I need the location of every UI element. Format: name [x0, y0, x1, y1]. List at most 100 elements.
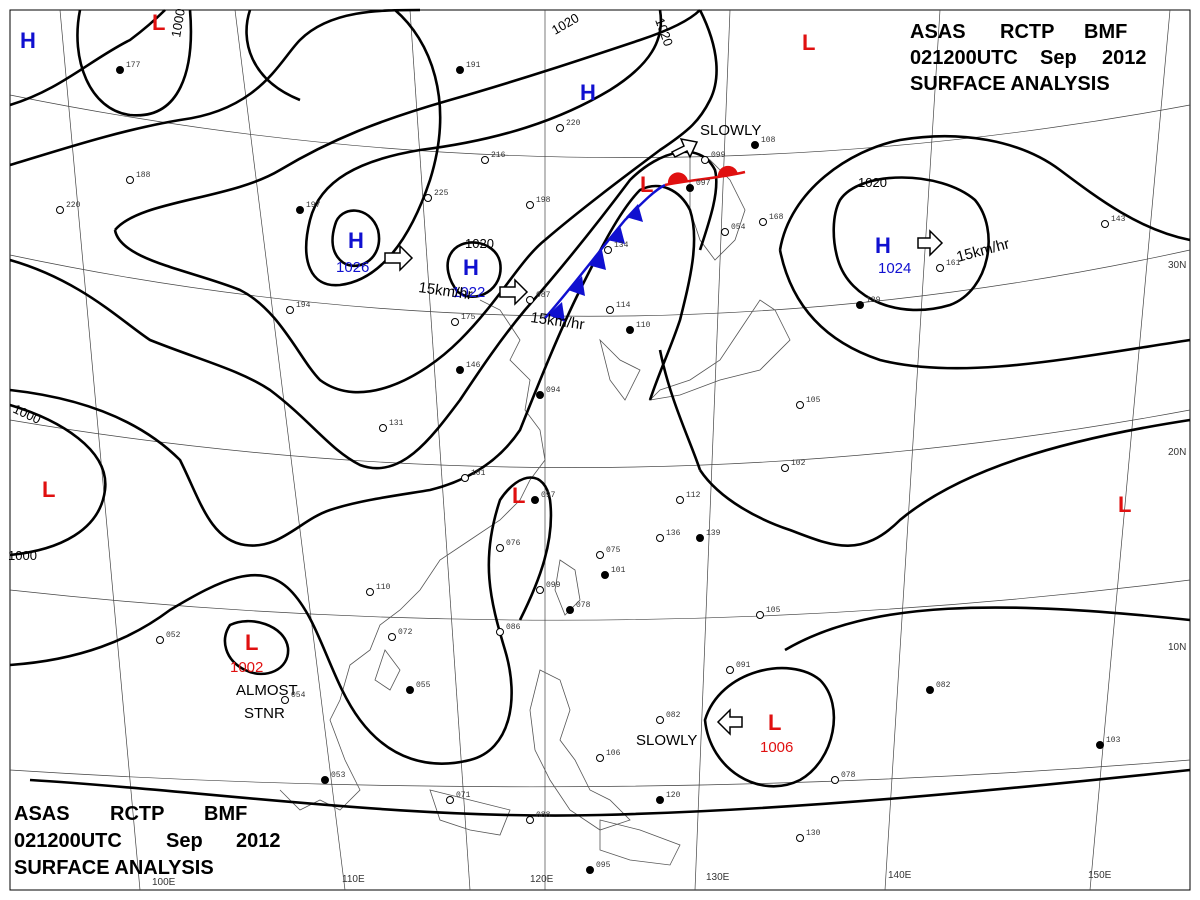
- station-value: 091: [736, 661, 751, 670]
- cold-front-tri-3: [588, 250, 606, 270]
- isobar-east-5: [784, 606, 1191, 652]
- station-dot: [496, 544, 504, 552]
- warm-front: [664, 165, 746, 187]
- isobar-east-4: [658, 349, 702, 471]
- isobar-label-1020-c: 1020: [465, 236, 494, 251]
- station-value: 076: [506, 539, 521, 548]
- header-bottom-asas: ASAS: [14, 803, 70, 825]
- isobar-8: [245, 9, 301, 102]
- station-dot: [781, 464, 789, 472]
- isobar-east-2: [778, 249, 1191, 370]
- station-dot: [366, 588, 374, 596]
- motion-arrow-4: [670, 138, 699, 159]
- isobar-8b: [9, 476, 553, 765]
- motion-arrow-2: [499, 278, 529, 306]
- station-value: 136: [666, 529, 681, 538]
- station-value: 099: [711, 151, 726, 160]
- high-center-1022: H: [463, 255, 479, 280]
- coast-hainan: [374, 649, 401, 691]
- station-dot: [596, 551, 604, 559]
- station-dot: [759, 218, 767, 226]
- station-dot: [379, 424, 387, 432]
- station-value: 071: [456, 791, 471, 800]
- isobar-7: [9, 184, 696, 547]
- station-dot: [286, 306, 294, 314]
- low-center-east: L: [1118, 492, 1131, 517]
- lat-label-20n: 20N: [1168, 447, 1186, 458]
- station-dot: [536, 391, 544, 399]
- station-dot: [686, 184, 694, 192]
- latitude-labels: 30N 20N 10N: [1168, 260, 1186, 653]
- station-value: 054: [291, 691, 306, 700]
- station-value: 101: [471, 469, 486, 478]
- station-dot: [126, 176, 134, 184]
- latitude-lines: [9, 94, 1191, 788]
- isobar-high-1022: [446, 241, 502, 298]
- station-dot: [604, 246, 612, 254]
- station-markers: [56, 66, 1109, 874]
- station-dot: [726, 666, 734, 674]
- station-value: 216: [491, 151, 506, 160]
- station-value: 161: [946, 259, 961, 268]
- low-center-ne: L: [802, 30, 815, 55]
- pressure-centers: H 1026 H 1022 H 1024 H H L 1002 L 1006 L…: [20, 10, 1131, 756]
- station-value: 078: [841, 771, 856, 780]
- header-top-month: Sep: [1040, 47, 1077, 69]
- station-dot: [296, 206, 304, 214]
- station-dot: [606, 306, 614, 314]
- station-value: 197: [306, 201, 321, 210]
- station-value: 075: [606, 546, 621, 555]
- station-dot: [856, 301, 864, 309]
- header-bottom-time: 021200UTC: [14, 830, 122, 852]
- low-center-central: L: [512, 483, 525, 508]
- warm-front-semi-2: [717, 165, 738, 178]
- isobar-label-1020-d: 1020: [858, 175, 887, 190]
- high-value-1024: 1024: [878, 260, 911, 277]
- isobar-east-3: [698, 418, 1191, 547]
- station-dot: [424, 194, 432, 202]
- station-dot: [756, 611, 764, 619]
- coast-new-guinea: [599, 819, 681, 866]
- coast-korea: [599, 338, 641, 401]
- station-dot: [751, 141, 759, 149]
- station-dot: [626, 326, 634, 334]
- station-value: 078: [576, 601, 591, 610]
- station-value: 108: [761, 136, 776, 145]
- station-dot: [156, 636, 164, 644]
- isobar-east-1: [778, 135, 1191, 251]
- header-top-time: 021200UTC: [910, 47, 1018, 69]
- header-bottom-title: SURFACE ANALYSIS: [14, 857, 214, 879]
- station-value: 052: [166, 631, 181, 640]
- station-value: 194: [296, 301, 311, 310]
- header-top-bmf: BMF: [1084, 21, 1127, 43]
- station-value: 112: [686, 491, 701, 500]
- station-value: 198: [536, 196, 551, 205]
- station-value: 134: [614, 241, 629, 250]
- station-value: 087: [536, 291, 551, 300]
- station-value: 072: [398, 628, 413, 637]
- station-dot: [656, 534, 664, 542]
- station-value: 054: [731, 223, 746, 232]
- low-center-top: L: [152, 10, 165, 35]
- station-value: 175: [461, 313, 476, 322]
- station-dot: [456, 366, 464, 374]
- station-value: 143: [1111, 215, 1126, 224]
- warm-front-semi-1: [667, 172, 688, 184]
- station-value: 102: [791, 459, 806, 468]
- station-value: 131: [389, 419, 404, 428]
- station-dot: [321, 776, 329, 784]
- coast-japan: [648, 299, 791, 401]
- station-dot: [586, 866, 594, 874]
- station-value: 110: [376, 583, 391, 592]
- header-bottom-bmf: BMF: [204, 803, 247, 825]
- header-top-title: SURFACE ANALYSIS: [910, 73, 1110, 95]
- header-bottom-year: 2012: [236, 830, 281, 852]
- high-center-1024: H: [875, 233, 891, 258]
- header-bottom-month: Sep: [166, 830, 203, 852]
- station-value: 146: [466, 361, 481, 370]
- station-dot: [451, 318, 459, 326]
- low-center-1006: L: [768, 710, 781, 735]
- station-dot: [701, 156, 709, 164]
- station-dot: [526, 296, 534, 304]
- station-dot: [656, 716, 664, 724]
